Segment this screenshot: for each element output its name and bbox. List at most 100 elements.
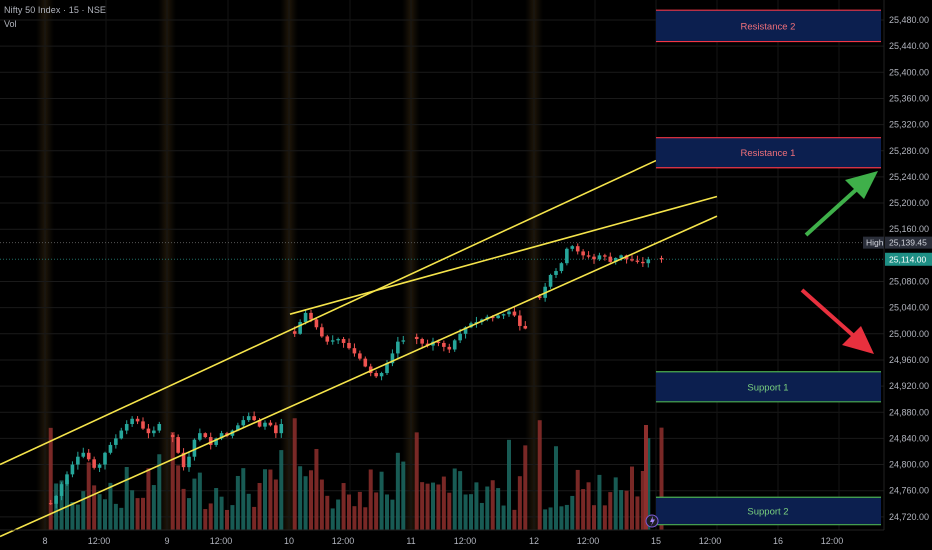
volume-bar-20 <box>157 454 162 530</box>
time-tick-label: 10 <box>284 536 294 546</box>
candle-body-40 <box>274 425 278 434</box>
volume-bar-15 <box>130 490 135 530</box>
volume-label[interactable]: Vol <box>4 19 17 29</box>
volume-bar-44 <box>303 476 308 530</box>
candle-body-6 <box>81 452 86 457</box>
time-tick-label: 15 <box>651 536 661 546</box>
candle-body-104 <box>646 259 651 264</box>
last-price-box <box>885 252 932 266</box>
price-tick-label: 25,280.00 <box>889 146 929 156</box>
volume-bar-101 <box>630 466 634 530</box>
volume-bar-79 <box>501 505 506 530</box>
volume-bar-17 <box>141 497 145 530</box>
volume-bar-95 <box>597 474 602 530</box>
volume-bar-51 <box>341 483 346 530</box>
candle-body-29 <box>214 438 218 445</box>
candle-body-51 <box>341 339 346 343</box>
volume-bar-63 <box>414 432 419 530</box>
price-tick-label: 24,880.00 <box>889 407 929 417</box>
volume-bar-38 <box>263 469 267 530</box>
last-price-value: 25,114.00 <box>889 254 926 264</box>
candle-body-90 <box>570 246 575 249</box>
price-tick-label: 25,000.00 <box>889 329 929 339</box>
volume-bar-39 <box>268 469 273 530</box>
price-tick-label: 25,440.00 <box>889 41 929 51</box>
high-value-box <box>885 236 932 249</box>
candle-body-27 <box>203 433 208 438</box>
candle-body-70 <box>452 340 457 350</box>
candle-body-48 <box>325 336 330 342</box>
volume-bar-62 <box>401 461 406 530</box>
candle-body-9 <box>97 464 102 468</box>
volume-bar-47 <box>319 479 324 530</box>
candle-body-20 <box>157 424 162 431</box>
candle-body-89 <box>565 248 569 264</box>
volume-bar-16 <box>135 498 140 530</box>
candle-body-72 <box>463 327 468 334</box>
candle-body-64 <box>420 339 424 344</box>
candle-body-47 <box>320 327 324 337</box>
volume-bar-72 <box>463 494 468 530</box>
chart-grid <box>0 0 884 530</box>
candle-body-0 <box>48 503 53 505</box>
volume-bar-34 <box>241 468 246 530</box>
candle-body-52 <box>347 342 351 349</box>
arrow-up-shaft <box>804 186 860 237</box>
volume-bar-83 <box>523 445 528 530</box>
symbol-title[interactable]: Nifty 50 Index · 15 · NSE <box>4 5 107 15</box>
volume-bar-97 <box>608 492 613 530</box>
candle-body-1 <box>54 495 58 504</box>
zones[interactable]: Resistance 2 Resistance 1 Support 1 Support… <box>656 9 881 526</box>
volume-bar-92 <box>581 489 586 530</box>
candle-body-55 <box>363 358 368 367</box>
candle-body-10 <box>103 452 107 465</box>
volume-bar-66 <box>431 482 435 530</box>
price-tick-label: 24,920.00 <box>889 381 929 391</box>
volume-bar-100 <box>624 490 629 530</box>
candle-body-71 <box>458 333 462 341</box>
volume-bar-27 <box>203 509 208 530</box>
volume-bar-90 <box>570 495 575 530</box>
candle-body-83 <box>523 325 528 329</box>
candle-body-68 <box>442 342 446 347</box>
price-tick-label: 24,760.00 <box>889 486 929 496</box>
zone-label-support_2: Support 2 <box>747 506 788 517</box>
candle-body-61 <box>396 341 400 354</box>
candle-body-60 <box>390 353 395 364</box>
candle-body-36 <box>252 416 256 421</box>
price-tick-label: 24,960.00 <box>889 355 929 365</box>
volume-bar-88 <box>559 506 564 530</box>
candle-body-26 <box>198 433 202 440</box>
volume-bar-11 <box>108 482 113 530</box>
candle-body-30 <box>219 433 224 439</box>
volume-bar-60 <box>390 499 395 530</box>
volume-bar-25 <box>192 478 197 530</box>
candle-body-98 <box>613 257 618 262</box>
candle-body-53 <box>352 348 357 354</box>
time-tick-label: 9 <box>164 536 169 546</box>
volume-bar-98 <box>613 477 618 530</box>
volume-bar-42 <box>292 418 297 530</box>
candle-body-39 <box>268 422 273 426</box>
trendline-2 <box>289 195 718 315</box>
candle-body-82 <box>518 315 522 326</box>
volume-bar-22 <box>176 465 181 530</box>
volume-bar-18 <box>146 468 151 530</box>
volume-bar-96 <box>602 505 607 530</box>
candle-body-56 <box>368 366 373 374</box>
volume-bar-76 <box>485 486 490 530</box>
time-tick-label: 12:00 <box>699 536 722 546</box>
candle-body-95 <box>597 255 602 260</box>
candle-body-7 <box>86 452 91 460</box>
trendlines[interactable] <box>0 159 718 538</box>
candle-body-78 <box>496 315 500 319</box>
zone-box-support_2 <box>656 497 881 525</box>
candle-body-11 <box>108 444 113 453</box>
candle-body-44 <box>303 312 308 323</box>
trendline-1 <box>0 215 718 538</box>
volume-bar-9 <box>97 494 102 530</box>
volume-bar-86 <box>548 507 553 530</box>
volume-bar-21 <box>170 432 175 530</box>
